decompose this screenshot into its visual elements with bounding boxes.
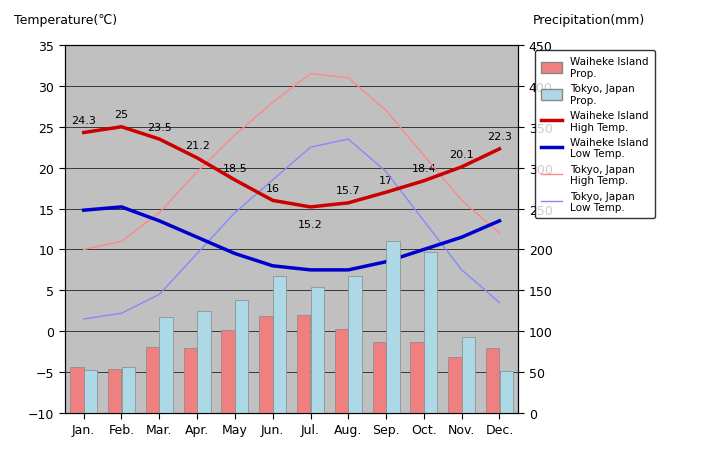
- Text: 24.3: 24.3: [71, 116, 96, 126]
- Text: 20.1: 20.1: [449, 150, 474, 160]
- Bar: [222, 330, 235, 413]
- Bar: [373, 342, 386, 413]
- Text: 25: 25: [114, 110, 129, 120]
- Text: 18.4: 18.4: [411, 164, 436, 174]
- Bar: [449, 357, 462, 413]
- Bar: [311, 287, 324, 413]
- Bar: [424, 252, 437, 413]
- Bar: [84, 371, 97, 413]
- Text: Temperature(℃): Temperature(℃): [14, 14, 117, 27]
- Bar: [160, 317, 173, 413]
- Bar: [500, 371, 513, 413]
- Bar: [335, 329, 348, 413]
- Bar: [297, 315, 310, 413]
- Bar: [486, 349, 499, 413]
- Bar: [462, 337, 475, 413]
- Text: 15.7: 15.7: [336, 186, 361, 196]
- Text: 21.2: 21.2: [184, 141, 210, 151]
- Bar: [71, 367, 84, 413]
- Text: 15.2: 15.2: [298, 220, 323, 230]
- Bar: [410, 342, 423, 413]
- Bar: [235, 301, 248, 413]
- Bar: [122, 367, 135, 413]
- Bar: [197, 311, 210, 413]
- Text: 17: 17: [379, 175, 393, 185]
- Bar: [146, 347, 159, 413]
- Bar: [259, 316, 272, 413]
- Bar: [273, 276, 286, 413]
- Bar: [387, 242, 400, 413]
- Bar: [184, 348, 197, 413]
- Bar: [108, 369, 121, 413]
- Legend: Waiheke Island
Prop., Tokyo, Japan
Prop., Waiheke Island
High Temp., Waiheke Isl: Waiheke Island Prop., Tokyo, Japan Prop.…: [535, 51, 655, 219]
- Text: 18.5: 18.5: [222, 163, 247, 173]
- Text: 22.3: 22.3: [487, 132, 512, 142]
- Text: 16: 16: [266, 184, 279, 194]
- Text: 23.5: 23.5: [147, 123, 171, 132]
- Bar: [348, 276, 361, 413]
- Text: Precipitation(mm): Precipitation(mm): [533, 14, 645, 27]
